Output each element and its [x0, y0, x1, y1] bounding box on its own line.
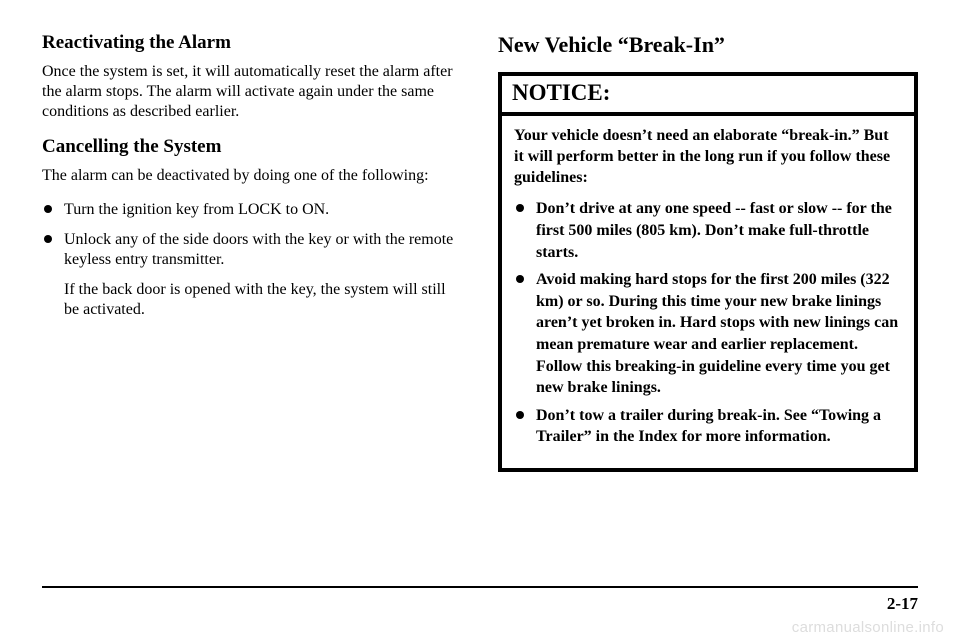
page-content: Reactivating the Alarm Once the system i… [0, 0, 960, 472]
page-number: 2-17 [887, 594, 918, 614]
notice-list: Don’t drive at any one speed -- fast or … [514, 198, 902, 448]
notice-body: Your vehicle doesn’t need an elaborate “… [502, 116, 914, 468]
list-text: Don’t tow a trailer during break-in. See… [536, 407, 881, 446]
list-item: Don’t drive at any one speed -- fast or … [514, 198, 902, 263]
list-text: Avoid making hard stops for the first 20… [536, 271, 898, 396]
heading-reactivating: Reactivating the Alarm [42, 32, 462, 54]
list-text: Don’t drive at any one speed -- fast or … [536, 200, 892, 260]
list-subtext: If the back door is opened with the key,… [64, 280, 462, 320]
para-cancelling-intro: The alarm can be deactivated by doing on… [42, 166, 462, 186]
footer-rule [42, 586, 918, 588]
heading-cancelling: Cancelling the System [42, 136, 462, 158]
list-text: Unlock any of the side doors with the ke… [64, 231, 453, 268]
notice-title: NOTICE: [502, 76, 914, 116]
list-text: Turn the ignition key from LOCK to ON. [64, 201, 329, 218]
right-column: New Vehicle “Break-In” NOTICE: Your vehi… [498, 32, 918, 472]
heading-breakin: New Vehicle “Break-In” [498, 32, 918, 58]
list-item: Avoid making hard stops for the first 20… [514, 269, 902, 399]
list-item: Unlock any of the side doors with the ke… [42, 230, 462, 320]
para-reactivating: Once the system is set, it will automati… [42, 62, 462, 122]
cancelling-list: Turn the ignition key from LOCK to ON. U… [42, 200, 462, 320]
watermark-text: carmanualsonline.info [792, 619, 944, 636]
list-item: Don’t tow a trailer during break-in. See… [514, 405, 902, 448]
notice-box: NOTICE: Your vehicle doesn’t need an ela… [498, 72, 918, 472]
list-item: Turn the ignition key from LOCK to ON. [42, 200, 462, 220]
notice-intro: Your vehicle doesn’t need an elaborate “… [514, 126, 902, 188]
left-column: Reactivating the Alarm Once the system i… [42, 32, 462, 472]
